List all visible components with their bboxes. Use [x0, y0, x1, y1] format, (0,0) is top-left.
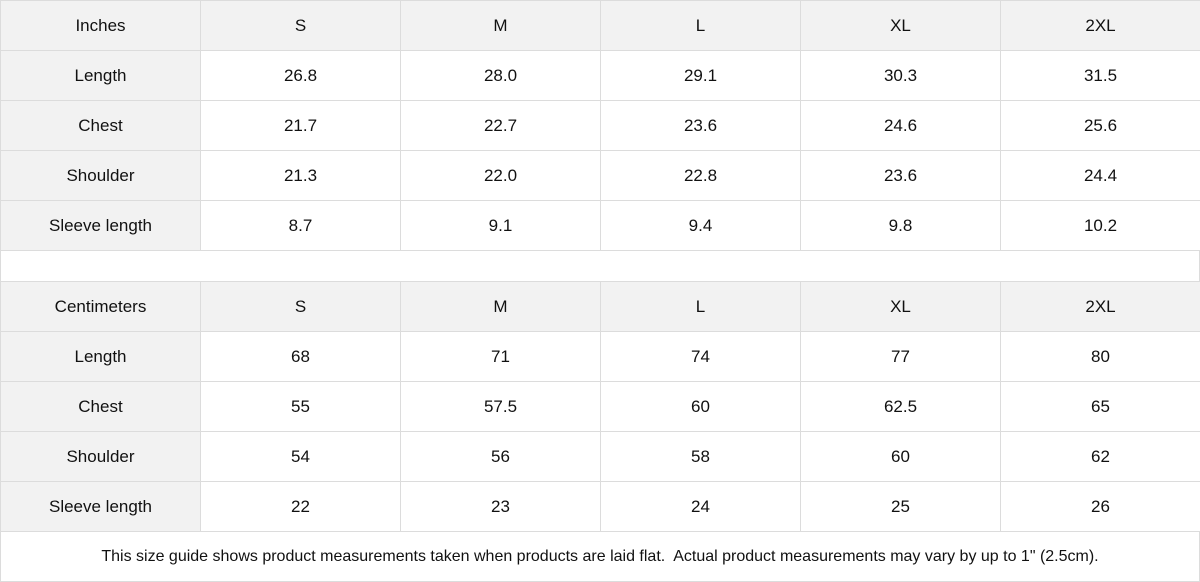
measurement-cell: 21.3: [201, 151, 401, 201]
measurement-cell: 80: [1001, 332, 1200, 382]
measurement-cell: 9.8: [801, 201, 1001, 251]
row-label: Length: [1, 332, 201, 382]
measurement-cell: 77: [801, 332, 1001, 382]
measurement-cell: 74: [601, 332, 801, 382]
measurement-cell: 60: [601, 382, 801, 432]
unit-header: Inches: [1, 1, 201, 51]
row-label: Chest: [1, 382, 201, 432]
measurement-cell: 22: [201, 482, 401, 532]
table-spacer: [0, 251, 1200, 281]
measurement-cell: 22.8: [601, 151, 801, 201]
measurement-cell: 62: [1001, 432, 1200, 482]
measurement-cell: 25.6: [1001, 101, 1200, 151]
measurement-cell: 23: [401, 482, 601, 532]
unit-header: Centimeters: [1, 282, 201, 332]
measurement-cell: 9.4: [601, 201, 801, 251]
measurement-cell: 29.1: [601, 51, 801, 101]
measurement-cell: 65: [1001, 382, 1200, 432]
measurement-cell: 23.6: [601, 101, 801, 151]
inches-table: Inches S M L XL 2XL Length 26.8 28.0 29.1 30.3 31.5…: [0, 0, 1200, 251]
measurement-cell: 26: [1001, 482, 1200, 532]
row-label: Sleeve length: [1, 201, 201, 251]
measurement-cell: 24.4: [1001, 151, 1200, 201]
row-label: Shoulder: [1, 151, 201, 201]
measurement-cell: 8.7: [201, 201, 401, 251]
measurement-cell: 24.6: [801, 101, 1001, 151]
measurement-cell: 28.0: [401, 51, 601, 101]
row-label: Sleeve length: [1, 482, 201, 532]
size-header: XL: [801, 1, 1001, 51]
size-header: 2XL: [1001, 282, 1200, 332]
measurement-cell: 9.1: [401, 201, 601, 251]
measurement-cell: 24: [601, 482, 801, 532]
measurement-cell: 22.7: [401, 101, 601, 151]
size-header: L: [601, 1, 801, 51]
row-label: Chest: [1, 101, 201, 151]
measurement-cell: 10.2: [1001, 201, 1200, 251]
size-header: S: [201, 282, 401, 332]
measurement-cell: 25: [801, 482, 1001, 532]
measurement-cell: 58: [601, 432, 801, 482]
size-header: L: [601, 282, 801, 332]
row-label: Length: [1, 51, 201, 101]
measurement-cell: 62.5: [801, 382, 1001, 432]
size-header: M: [401, 1, 601, 51]
measurement-cell: 30.3: [801, 51, 1001, 101]
centimeters-table: Centimeters S M L XL 2XL Length 68 71 74 77 80 Chest…: [0, 281, 1200, 532]
measurement-cell: 21.7: [201, 101, 401, 151]
size-guide-note: This size guide shows product measuremen…: [0, 532, 1200, 582]
measurement-cell: 26.8: [201, 51, 401, 101]
measurement-cell: 22.0: [401, 151, 601, 201]
row-label: Shoulder: [1, 432, 201, 482]
size-header: XL: [801, 282, 1001, 332]
measurement-cell: 23.6: [801, 151, 1001, 201]
measurement-cell: 57.5: [401, 382, 601, 432]
measurement-cell: 55: [201, 382, 401, 432]
measurement-cell: 60: [801, 432, 1001, 482]
measurement-cell: 31.5: [1001, 51, 1200, 101]
measurement-cell: 54: [201, 432, 401, 482]
measurement-cell: 56: [401, 432, 601, 482]
size-header: 2XL: [1001, 1, 1200, 51]
measurement-cell: 71: [401, 332, 601, 382]
size-header: S: [201, 1, 401, 51]
size-header: M: [401, 282, 601, 332]
measurement-cell: 68: [201, 332, 401, 382]
